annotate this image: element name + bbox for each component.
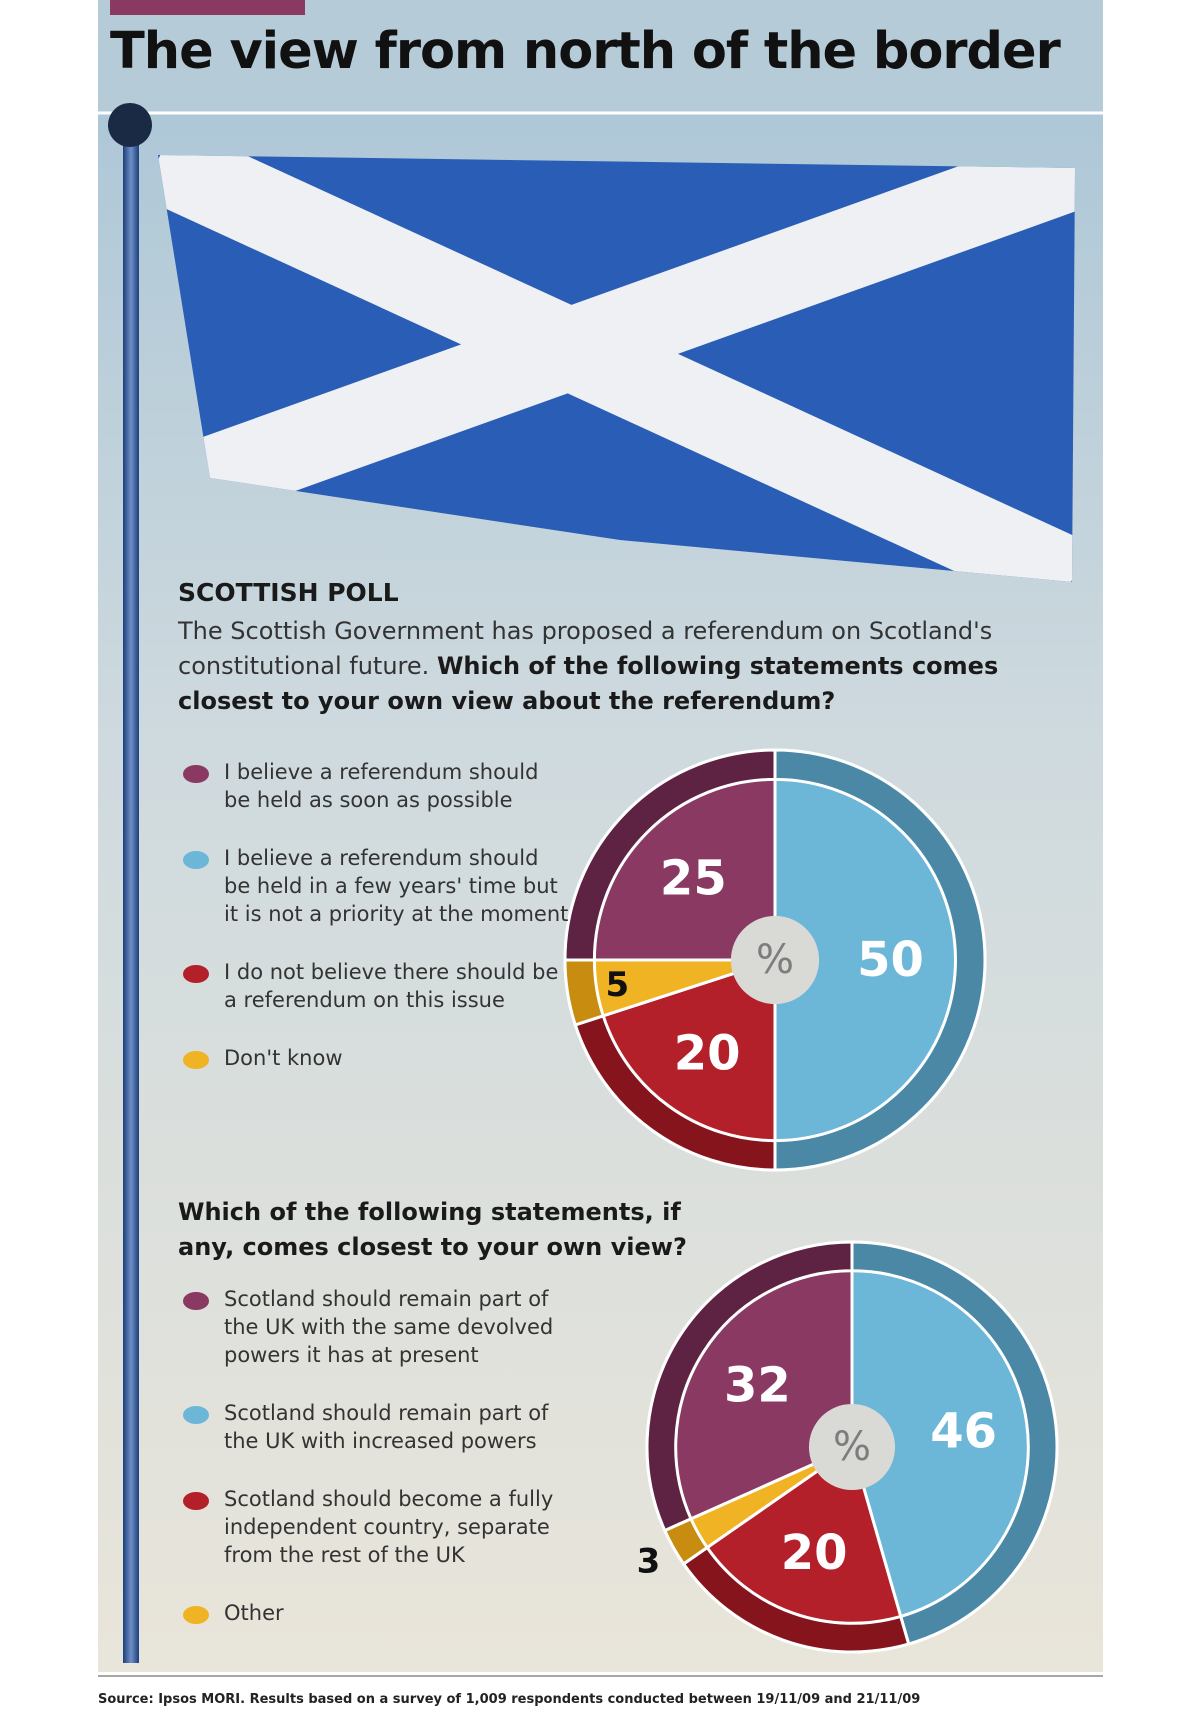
chart-title: Which of the following statements, if an… bbox=[178, 1198, 687, 1261]
center-label: % bbox=[756, 937, 794, 983]
legend-label: I believe a referendum should be held as… bbox=[224, 760, 539, 812]
title-band bbox=[98, 0, 1103, 112]
legend-dot bbox=[183, 851, 209, 869]
tag bbox=[110, 0, 305, 15]
value-label: 25 bbox=[660, 850, 727, 906]
legend-label: Scotland should become a fully independe… bbox=[224, 1487, 554, 1567]
poll-text: The Scottish Government has proposed a r… bbox=[178, 614, 1048, 719]
pole-top bbox=[108, 103, 152, 147]
value-label: 46 bbox=[930, 1403, 997, 1459]
value-label: 20 bbox=[674, 1025, 741, 1081]
chart-title: Which of the following statements comes … bbox=[178, 652, 999, 715]
legend-dot bbox=[183, 1492, 209, 1510]
legend-label: Don't know bbox=[224, 1046, 343, 1070]
flagpole bbox=[123, 128, 139, 1663]
legend-label: I do not believe there should be a refer… bbox=[224, 960, 559, 1012]
legend-item: Scotland should remain part of the UK wi… bbox=[180, 1399, 570, 1455]
center-label: % bbox=[833, 1424, 871, 1470]
legend-item: Scotland should become a fully independe… bbox=[180, 1485, 570, 1569]
legend-dot bbox=[183, 1406, 209, 1424]
legend-item: Other bbox=[180, 1599, 570, 1627]
legend-label: Scotland should remain part of the UK wi… bbox=[224, 1401, 549, 1453]
legend-item: Don't know bbox=[180, 1044, 570, 1072]
poll-intro: The Scottish Government has proposed a r… bbox=[178, 617, 993, 680]
value-label: 50 bbox=[857, 932, 924, 988]
legend-item: I do not believe there should be a refer… bbox=[180, 958, 570, 1014]
legend-dot bbox=[183, 1292, 209, 1310]
legend-dot bbox=[183, 1606, 209, 1624]
legend-label: I believe a referendum should be held in… bbox=[224, 846, 569, 926]
legend-item: I believe a referendum should be held as… bbox=[180, 758, 570, 814]
legend-label: Scotland should remain part of the UK wi… bbox=[224, 1287, 554, 1367]
value-label: 3 bbox=[637, 1542, 661, 1582]
legend: Scotland should remain part of the UK wi… bbox=[180, 1285, 570, 1657]
value-label: 5 bbox=[606, 965, 630, 1005]
legend-dot bbox=[183, 965, 209, 983]
source: Source: Ipsos MORI. Results based on a s… bbox=[98, 1692, 921, 1707]
legend-item: I believe a referendum should be held in… bbox=[180, 844, 570, 928]
center-disc bbox=[730, 915, 820, 1005]
flag bbox=[158, 155, 1075, 582]
slice-rim bbox=[662, 1516, 710, 1566]
title: The view from north of the border bbox=[110, 22, 1061, 81]
value-label: 20 bbox=[781, 1525, 848, 1581]
legend-dot bbox=[183, 765, 209, 783]
slice-rim bbox=[563, 958, 606, 1027]
poll-heading: SCOTTISH POLL bbox=[178, 578, 399, 607]
legend-dot bbox=[183, 1051, 209, 1069]
legend-label: Other bbox=[224, 1601, 284, 1625]
legend-item: Scotland should remain part of the UK wi… bbox=[180, 1285, 570, 1369]
center-disc bbox=[808, 1403, 896, 1491]
value-label: 32 bbox=[724, 1358, 791, 1414]
legend: I believe a referendum should be held as… bbox=[180, 758, 570, 1102]
